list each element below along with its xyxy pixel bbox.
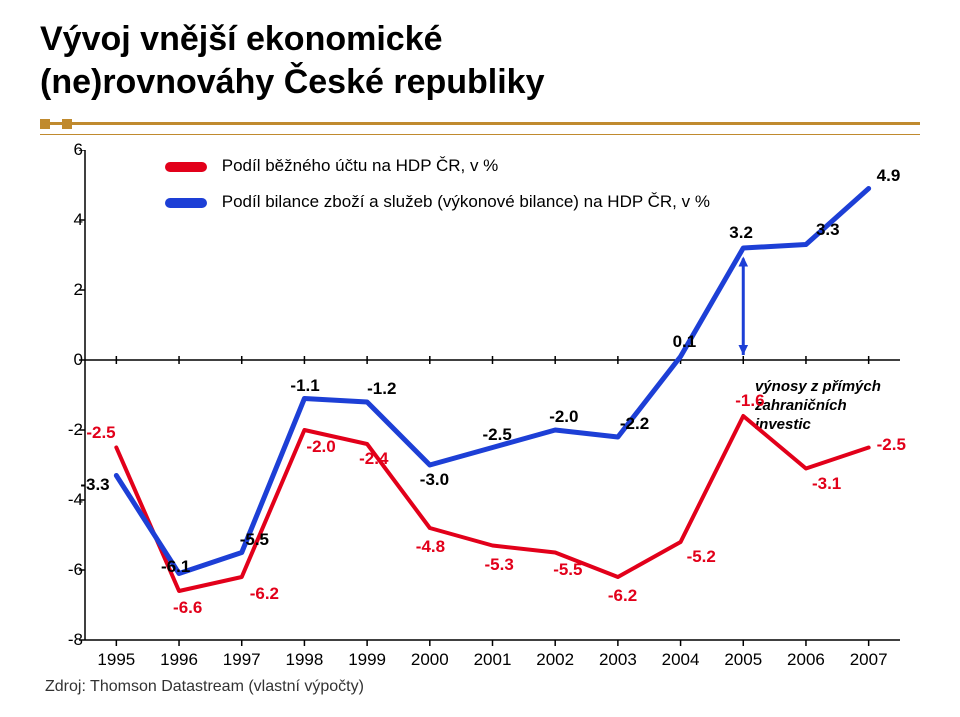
data-label: -3.0 [420, 470, 449, 490]
data-label: -3.1 [812, 474, 841, 494]
data-label: -2.0 [306, 437, 335, 457]
data-label: -1.1 [290, 376, 319, 396]
data-label: -6.6 [173, 598, 202, 618]
data-label: 3.3 [816, 220, 840, 240]
data-label: -3.3 [80, 475, 109, 495]
data-label: -2.4 [359, 449, 388, 469]
source-text: Zdroj: Thomson Datastream (vlastní výpoč… [45, 678, 364, 696]
chart: -8-6-4-20246 199519961997199819992000200… [45, 150, 915, 670]
data-label: -6.1 [161, 557, 190, 577]
data-label: -2.2 [620, 414, 649, 434]
data-label: -6.2 [608, 586, 637, 606]
data-label: -5.3 [485, 555, 514, 575]
data-label: 4.9 [877, 166, 901, 186]
data-label: -2.5 [86, 423, 115, 443]
data-label: -4.8 [416, 537, 445, 557]
data-label: -1.6 [735, 391, 764, 411]
data-label: -5.5 [240, 530, 269, 550]
data-label: -6.2 [250, 584, 279, 604]
data-label: -5.5 [553, 560, 582, 580]
chart-svg [45, 150, 915, 670]
data-label: -1.2 [367, 379, 396, 399]
data-label: -2.0 [549, 407, 578, 427]
data-label: -5.2 [687, 547, 716, 567]
data-label: -2.5 [877, 435, 906, 455]
data-label: -2.5 [483, 425, 512, 445]
title-rule [40, 122, 920, 136]
data-label: 0.1 [673, 332, 697, 352]
title-line1: Vývoj vnější ekonomické [40, 20, 443, 58]
data-label: 3.2 [729, 223, 753, 243]
title-line2: (ne)rovnováhy České republiky [40, 63, 545, 101]
